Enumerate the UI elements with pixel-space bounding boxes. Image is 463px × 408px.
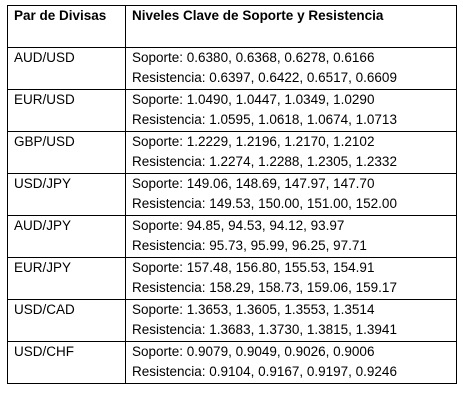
table-row: EUR/USD Soporte: 1.0490, 1.0447, 1.0349,… — [7, 89, 457, 132]
resistance-levels: Resistencia: 1.3683, 1.3730, 1.3815, 1.3… — [132, 322, 397, 337]
currency-pair: USD/JPY — [7, 173, 126, 216]
table-row: GBP/USD Soporte: 1.2229, 1.2196, 1.2170,… — [7, 131, 457, 174]
support-levels: Soporte: 0.6380, 0.6368, 0.6278, 0.6166 — [132, 50, 375, 65]
resistance-levels: Resistencia: 0.6397, 0.6422, 0.6517, 0.6… — [132, 70, 397, 85]
resistance-levels: Resistencia: 0.9104, 0.9167, 0.9197, 0.9… — [132, 364, 397, 379]
levels-cell: Soporte: 94.85, 94.53, 94.12, 93.97 Resi… — [125, 215, 457, 258]
levels-cell: Soporte: 1.0490, 1.0447, 1.0349, 1.0290 … — [125, 89, 457, 132]
levels-cell: Soporte: 1.2229, 1.2196, 1.2170, 1.2102 … — [125, 131, 457, 174]
resistance-levels: Resistencia: 1.0595, 1.0618, 1.0674, 1.0… — [132, 112, 397, 127]
resistance-levels: Resistencia: 1.2274, 1.2288, 1.2305, 1.2… — [132, 154, 397, 169]
levels-cell: Soporte: 1.3653, 1.3605, 1.3553, 1.3514 … — [125, 299, 457, 342]
currency-pair: AUD/JPY — [7, 215, 126, 258]
levels-cell: Soporte: 157.48, 156.80, 155.53, 154.91 … — [125, 257, 457, 300]
header-currency-pair: Par de Divisas — [7, 5, 126, 48]
currency-pair: AUD/USD — [7, 47, 126, 90]
resistance-levels: Resistencia: 158.29, 158.73, 159.06, 159… — [132, 280, 397, 295]
table-row: EUR/JPY Soporte: 157.48, 156.80, 155.53,… — [7, 257, 457, 300]
table-row: USD/JPY Soporte: 149.06, 148.69, 147.97,… — [7, 173, 457, 216]
levels-cell: Soporte: 0.6380, 0.6368, 0.6278, 0.6166 … — [125, 47, 457, 90]
support-levels: Soporte: 149.06, 148.69, 147.97, 147.70 — [132, 176, 375, 191]
currency-pair: GBP/USD — [7, 131, 126, 174]
resistance-levels: Resistencia: 95.73, 95.99, 96.25, 97.71 — [132, 238, 367, 253]
support-levels: Soporte: 1.3653, 1.3605, 1.3553, 1.3514 — [132, 302, 375, 317]
currency-pair: USD/CHF — [7, 341, 126, 384]
support-levels: Soporte: 1.2229, 1.2196, 1.2170, 1.2102 — [132, 134, 375, 149]
levels-cell: Soporte: 0.9079, 0.9049, 0.9026, 0.9006 … — [125, 341, 457, 384]
table-row: USD/CHF Soporte: 0.9079, 0.9049, 0.9026,… — [7, 341, 457, 384]
currency-pair: EUR/USD — [7, 89, 126, 132]
table-row: AUD/USD Soporte: 0.6380, 0.6368, 0.6278,… — [7, 47, 457, 90]
support-levels: Soporte: 157.48, 156.80, 155.53, 154.91 — [132, 260, 375, 275]
table-row: AUD/JPY Soporte: 94.85, 94.53, 94.12, 93… — [7, 215, 457, 258]
currency-pair: USD/CAD — [7, 299, 126, 342]
header-key-levels: Niveles Clave de Soporte y Resistencia — [125, 5, 457, 48]
levels-cell: Soporte: 149.06, 148.69, 147.97, 147.70 … — [125, 173, 457, 216]
table-row: USD/CAD Soporte: 1.3653, 1.3605, 1.3553,… — [7, 299, 457, 342]
support-levels: Soporte: 1.0490, 1.0447, 1.0349, 1.0290 — [132, 92, 375, 107]
support-levels: Soporte: 94.85, 94.53, 94.12, 93.97 — [132, 218, 345, 233]
currency-pair: EUR/JPY — [7, 257, 126, 300]
support-levels: Soporte: 0.9079, 0.9049, 0.9026, 0.9006 — [132, 344, 375, 359]
resistance-levels: Resistencia: 149.53, 150.00, 151.00, 152… — [132, 196, 397, 211]
table-header-row: Par de Divisas Niveles Clave de Soporte … — [7, 5, 457, 48]
support-resistance-table: Par de Divisas Niveles Clave de Soporte … — [7, 5, 457, 384]
